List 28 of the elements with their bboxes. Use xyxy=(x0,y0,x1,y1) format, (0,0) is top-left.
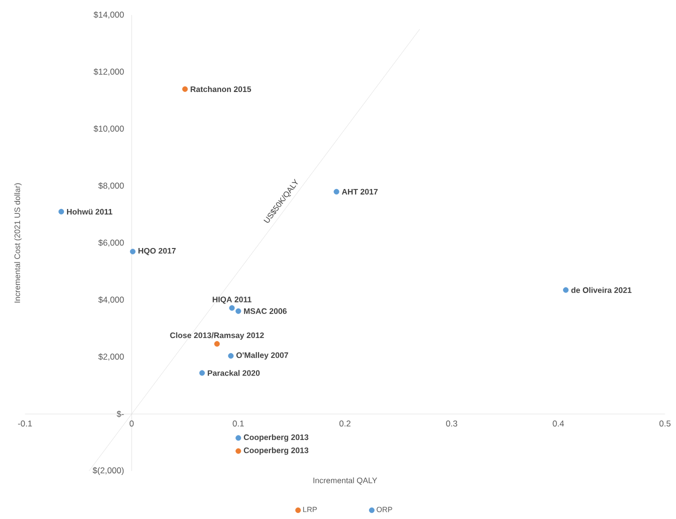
point xyxy=(236,308,242,314)
x-tick-label: 0.5 xyxy=(659,420,671,427)
y-tick-label: $14,000 xyxy=(94,11,124,19)
y-tick-label: $12,000 xyxy=(94,68,124,76)
y-tick-label: $4,000 xyxy=(98,296,124,304)
point xyxy=(563,287,569,293)
point xyxy=(214,341,220,347)
x-tick-label: -0.1 xyxy=(18,420,32,427)
y-tick-label: $2,000 xyxy=(98,353,124,361)
y-tick-label: $- xyxy=(116,410,124,418)
x-tick-label: 0 xyxy=(130,420,134,427)
point xyxy=(182,86,188,92)
point xyxy=(229,305,235,311)
x-tick-label: 0.1 xyxy=(232,420,244,427)
point xyxy=(334,188,340,194)
point xyxy=(236,435,242,441)
y-tick-label: $10,000 xyxy=(94,125,124,133)
point xyxy=(130,248,136,254)
x-tick-label: 0.2 xyxy=(339,420,350,427)
y-tick-label: $6,000 xyxy=(98,239,124,247)
point xyxy=(236,448,242,454)
x-tick-label: 0.3 xyxy=(446,420,458,427)
y-tick-label: $8,000 xyxy=(98,182,124,190)
x-tick-label: 0.4 xyxy=(552,420,564,427)
y-tick-label: $(2,000) xyxy=(92,466,124,476)
point xyxy=(199,370,205,376)
point xyxy=(228,353,234,359)
point xyxy=(58,208,64,214)
